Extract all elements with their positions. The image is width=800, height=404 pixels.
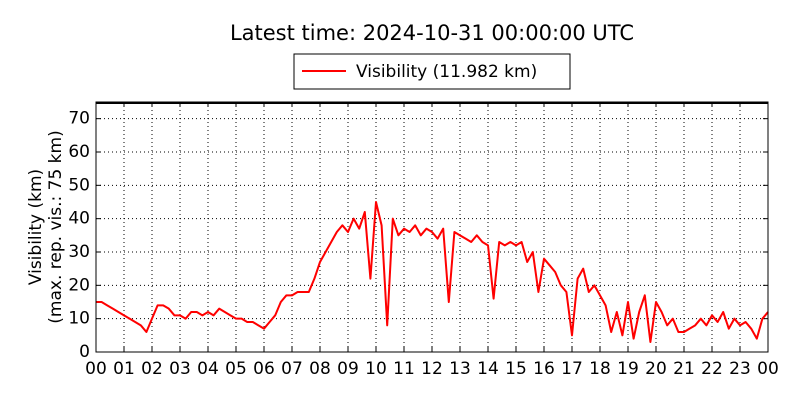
y-tick-label: 60 (68, 142, 90, 162)
x-tick-label: 03 (169, 359, 191, 379)
x-tick-label: 18 (589, 359, 611, 379)
x-tick-label: 10 (365, 359, 387, 379)
x-tick-label: 17 (561, 359, 583, 379)
y-tick-label: 70 (68, 109, 90, 129)
x-tick-label: 01 (113, 359, 135, 379)
legend-label: Visibility (11.982 km) (356, 62, 537, 82)
x-tick-label: 06 (253, 359, 275, 379)
x-tick-label: 00 (85, 359, 107, 379)
x-tick-label: 08 (309, 359, 331, 379)
x-tick-label: 11 (393, 359, 415, 379)
x-tick-label: 04 (197, 359, 219, 379)
data-line (96, 201, 769, 343)
x-tick-label: 07 (281, 359, 303, 379)
x-tick-label: 02 (141, 359, 163, 379)
x-tick-label: 14 (477, 359, 499, 379)
x-tick-label: 05 (225, 359, 247, 379)
y-tick-label: 50 (68, 175, 90, 195)
y-tick-label: 0 (79, 342, 90, 362)
x-tick-label: 20 (645, 359, 667, 379)
x-tick-label: 21 (673, 359, 695, 379)
x-tick-label: 12 (421, 359, 443, 379)
y-tick-label: 20 (68, 275, 90, 295)
x-tick-label: 13 (449, 359, 471, 379)
y-tick-label: 40 (68, 209, 90, 229)
y-axis-label: (max. rep. vis.: 75 km) (46, 130, 66, 323)
x-tick-label: 16 (533, 359, 555, 379)
x-tick-label: 22 (701, 359, 723, 379)
chart-title: Latest time: 2024-10-31 00:00:00 UTC (230, 21, 634, 45)
x-tick-label: 23 (729, 359, 751, 379)
x-tick-label: 00 (757, 359, 779, 379)
y-axis-label: Visibility (km) (26, 169, 46, 285)
y-tick-label: 10 (68, 309, 90, 329)
y-tick-label: 30 (68, 242, 90, 262)
x-tick-label: 15 (505, 359, 527, 379)
x-tick-label: 09 (337, 359, 359, 379)
x-tick-label: 19 (617, 359, 639, 379)
